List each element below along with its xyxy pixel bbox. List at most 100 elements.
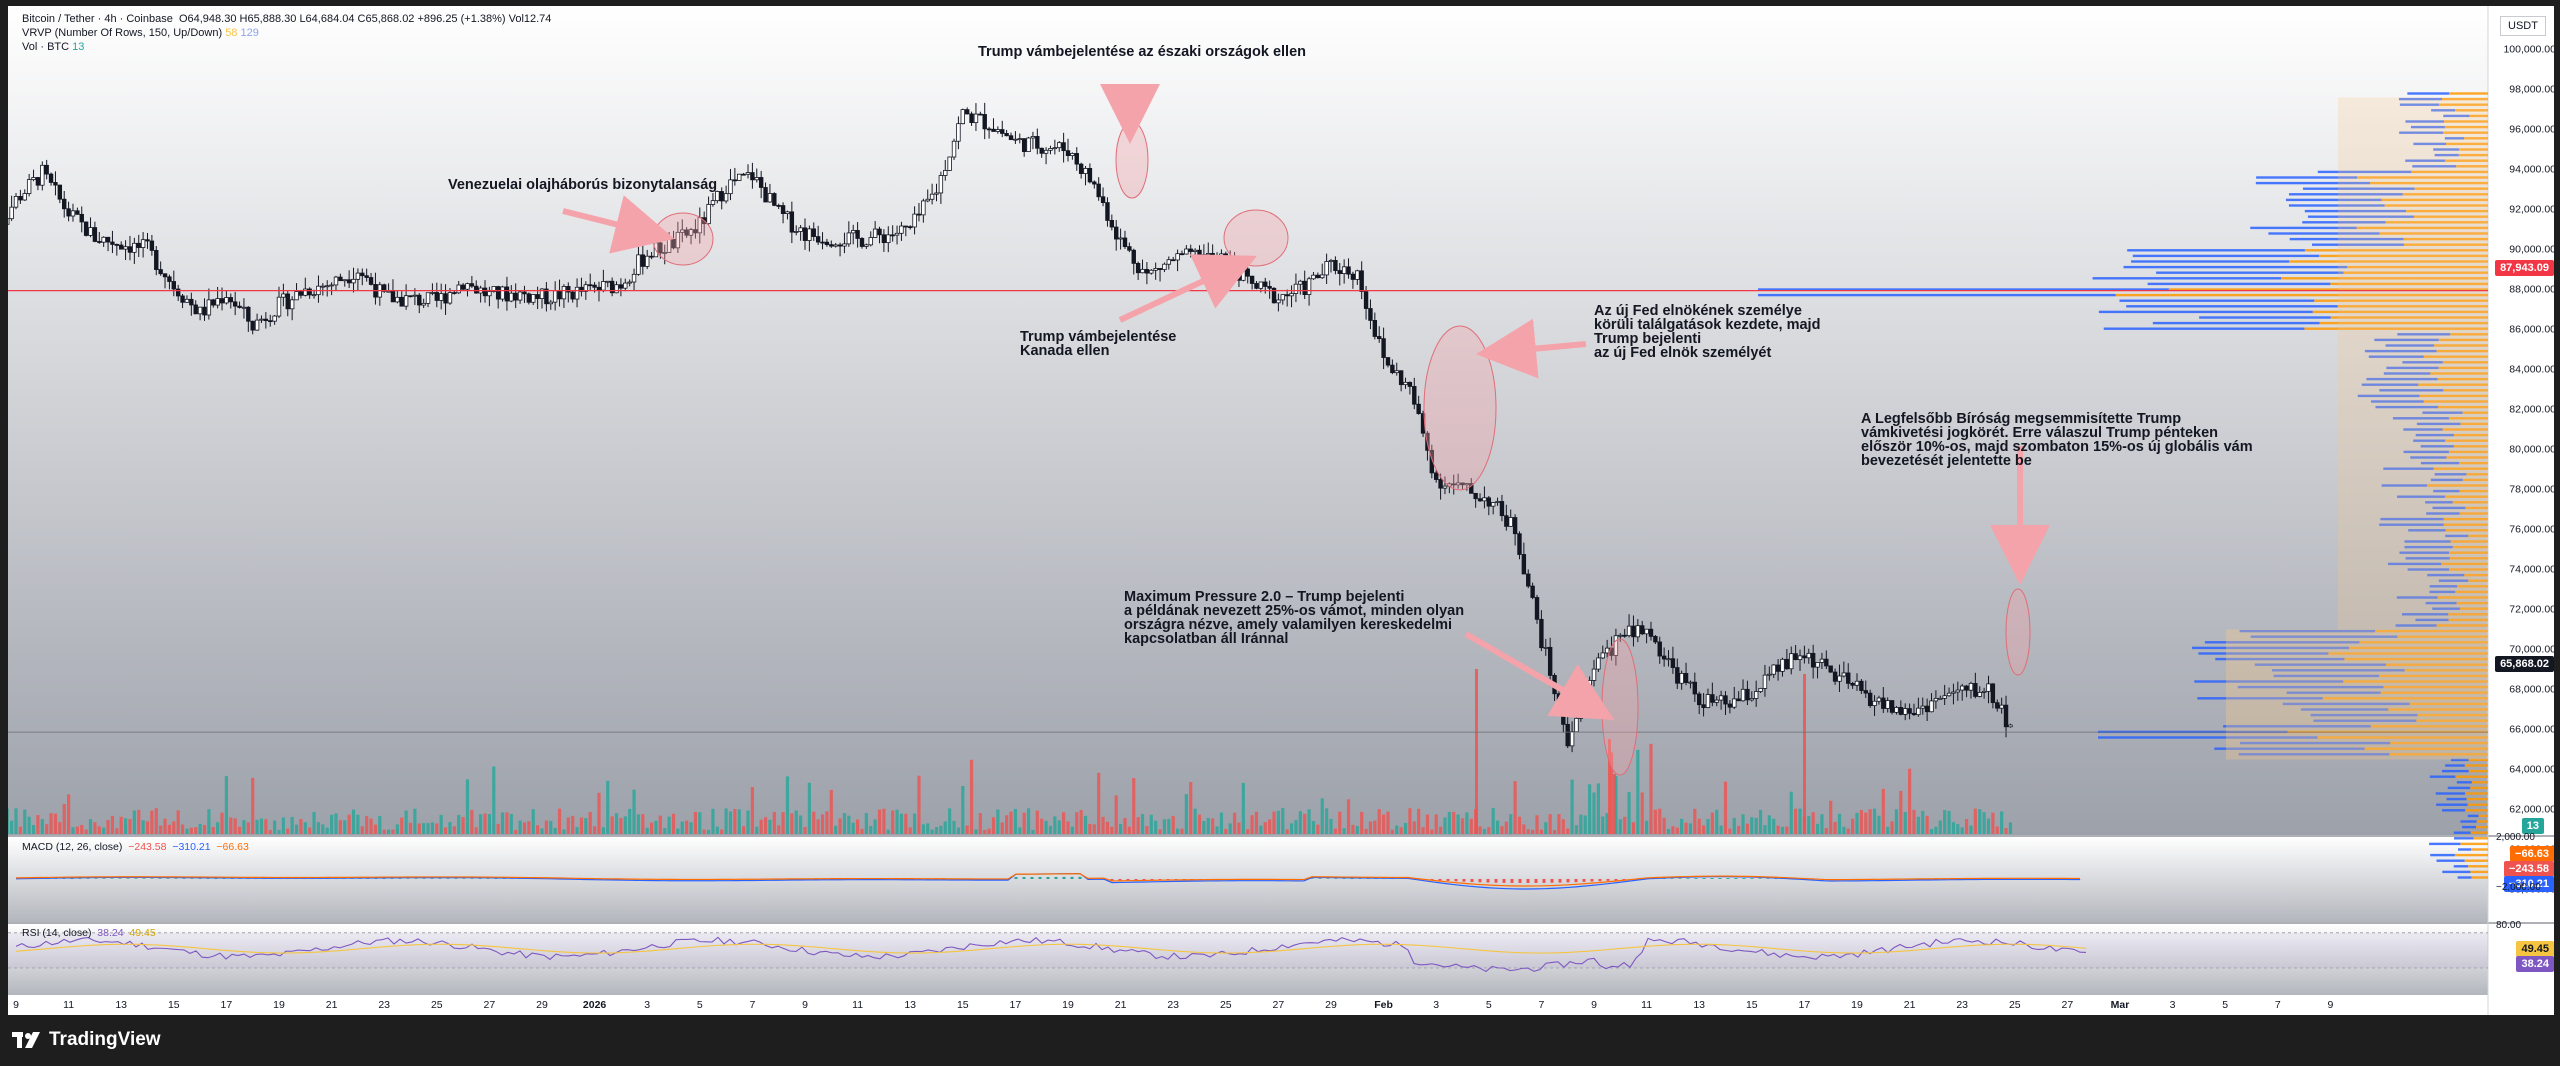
macd-histogram-bar [1622, 879, 1626, 881]
candle [1276, 299, 1281, 304]
volume-bar [426, 823, 430, 834]
event-ellipse [1223, 209, 1289, 267]
volume-bar [211, 827, 215, 834]
volume-bar [1005, 815, 1009, 834]
candle [1530, 585, 1535, 598]
candle [1271, 287, 1277, 304]
volume-bar [1303, 813, 1307, 834]
candle [1723, 695, 1728, 705]
annotation-venezuela[interactable]: Venezuelai olajháborús bizonytalanság [448, 177, 718, 193]
candle [412, 294, 418, 297]
volume-bar [1127, 826, 1131, 834]
volume-profile-row [2460, 422, 2488, 426]
candle [548, 301, 553, 305]
rsi-legend[interactable]: RSI (14, close) 38.24 49.45 [22, 927, 156, 939]
y-tick-label: 100,000.00 [2503, 44, 2554, 56]
annotation-supreme-court[interactable]: A Legfelsőbb Bíróság megsemmisítette Tru… [1861, 411, 2253, 469]
volume-bar [772, 811, 776, 834]
volume-profile-row [2423, 355, 2488, 358]
volume-profile-row [2375, 629, 2488, 633]
volume-bar [31, 825, 36, 834]
candle [583, 284, 589, 292]
candle [908, 226, 913, 229]
volume-profile-row [2399, 131, 2444, 134]
volume-profile-row [2238, 753, 2390, 756]
symbol-header[interactable]: Bitcoin / Tether · 4h · Coinbase O64,948… [22, 13, 551, 25]
macd-histogram-bar [174, 878, 178, 879]
volume-bar [483, 813, 487, 834]
currency-button[interactable]: USDT [2500, 16, 2546, 36]
volume-bar [259, 818, 264, 834]
candle [395, 296, 400, 303]
volume-bar [1145, 826, 1149, 834]
annotation-fed-chair[interactable]: Az új Fed elnökének személye körüli talá… [1594, 303, 1821, 361]
volume-bar [864, 813, 868, 834]
candle [1442, 485, 1448, 489]
vrvp-legend[interactable]: VRVP (Number Of Rows, 150, Up/Down) 58 1… [22, 27, 259, 39]
macd-legend[interactable]: MACD (12, 26, close) −243.58 −310.21 −66… [22, 841, 249, 853]
volume-bar [145, 821, 150, 834]
volume-profile-row [2444, 125, 2488, 129]
candle [1105, 202, 1110, 221]
volume-profile-row [2115, 293, 2488, 297]
volume-bar [1478, 826, 1482, 834]
candle [631, 273, 637, 283]
volume-bar [1579, 814, 1583, 834]
volume-bar [842, 813, 847, 834]
rsi-label[interactable]: RSI (14, close) [22, 927, 92, 939]
volume-bar [461, 817, 465, 834]
annotation-max-pressure[interactable]: Maximum Pressure 2.0 – Trump bejelenti a… [1124, 589, 1465, 647]
candle [83, 221, 89, 236]
candle [184, 298, 190, 303]
macd-label[interactable]: MACD (12, 26, close) [22, 841, 123, 853]
volume-label[interactable]: Vol · BTC [22, 41, 70, 53]
candle [969, 113, 974, 124]
candle [250, 320, 255, 331]
candle [145, 239, 150, 242]
volume-bar [1351, 824, 1355, 834]
volume-bar [106, 820, 110, 834]
volume-bar [1728, 828, 1732, 834]
volume-profile-row [2441, 769, 2469, 773]
y-tick-label: 80,000.00 [2509, 444, 2554, 456]
volume-profile-row [2438, 366, 2488, 370]
macd-histogram-bar [414, 878, 418, 879]
volume-bar [1110, 826, 1114, 834]
volume-bar [1482, 828, 1487, 834]
event-arrow [1118, 254, 1257, 323]
vrvp-label[interactable]: VRVP (Number Of Rows, 150, Up/Down) [22, 27, 223, 39]
y-tick-label: 88,000.00 [2509, 284, 2554, 296]
candle [513, 292, 518, 301]
volume-bar [10, 820, 14, 834]
candle [1714, 699, 1719, 703]
candle [1881, 697, 1886, 709]
x-tick-label: 9 [2327, 999, 2333, 1011]
candle [1499, 501, 1505, 517]
x-tick-label: 21 [1904, 999, 1916, 1011]
volume-bar [242, 820, 246, 834]
candle [982, 114, 987, 130]
annotation-canada-tariff[interactable]: Trump vámbejelentése Kanada ellen [1020, 329, 1177, 359]
candle [105, 236, 111, 243]
price-chart[interactable]: 100,000.0098,000.0096,000.0094,000.0092,… [8, 6, 2554, 1015]
volume-bar [351, 809, 356, 834]
volume-bar [1509, 814, 1513, 834]
volume-profile-row [2361, 383, 2419, 386]
volume-bar [873, 819, 877, 834]
candle [1626, 625, 1632, 637]
volume-bar [1627, 792, 1631, 834]
volume-bar [728, 811, 733, 834]
volume-bar [724, 808, 728, 834]
candle [425, 292, 431, 304]
annotation-nordic-tariff[interactable]: Trump vámbejelentése az északi országok … [978, 44, 1307, 60]
volume-bar [1289, 823, 1294, 834]
volume-profile-row [2462, 411, 2488, 414]
volume-profile-row [2449, 551, 2488, 554]
candle [1999, 704, 2004, 709]
tradingview-logo[interactable]: TradingView [12, 1029, 161, 1051]
volume-profile-row [2453, 831, 2471, 834]
volume-bar [1044, 820, 1048, 834]
volume-legend[interactable]: Vol · BTC 13 [22, 41, 84, 53]
symbol-title[interactable]: Bitcoin / Tether · 4h · Coinbase [22, 13, 173, 25]
volume-bar [803, 827, 807, 834]
